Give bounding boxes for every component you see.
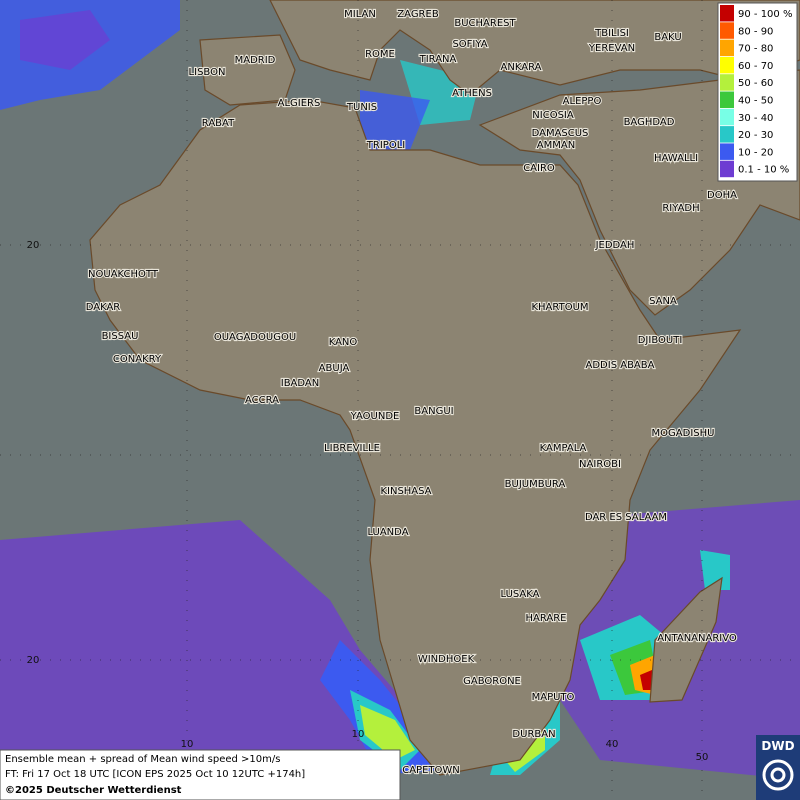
city-label: RIYADH [662,203,699,214]
city-label: LIBREVILLE [324,443,380,454]
city-label: ROME [365,49,395,60]
city-label: JEDDAH [595,240,635,251]
legend-label: 80 - 90 [738,26,773,37]
city-label: ALGIERS [278,98,321,109]
city-label: BANGUI [414,406,453,417]
legend-label: 10 - 20 [738,147,773,158]
city-label: KAMPALA [540,443,587,454]
legend-swatch [720,56,734,74]
grid-labels: 20 20 10 10 40 50 [27,240,709,763]
city-label: KANO [329,337,358,348]
legend-swatch [720,39,734,57]
footer-line: Ensemble mean + spread of Mean wind spee… [5,754,280,765]
legend-label: 60 - 70 [738,61,773,72]
city-label: ZAGREB [397,9,439,20]
city-label: CAIRO [523,163,555,174]
city-label: IBADAN [281,378,320,389]
city-label: BAGHDAD [624,117,675,128]
legend-label: 70 - 80 [738,44,773,55]
city-label: ATHENS [452,88,492,99]
city-label: MILAN [344,9,376,20]
city-label: DAKAR [86,302,121,313]
logo: DWD [756,735,800,800]
city-label: TUNIS [346,102,377,113]
city-label: MAPUTO [532,692,575,703]
city-label: MADRID [235,55,276,66]
city-label: KINSHASA [380,486,431,497]
city-label: HAWALLI [654,153,698,164]
city-label: KHARTOUM [531,302,588,313]
legend-swatch [720,126,734,143]
grid-label: 20 [27,240,40,251]
city-label: HARARE [525,613,566,624]
city-label: MOGADISHU [652,428,715,439]
legend-label: 90 - 100 % [738,9,792,20]
logo-text: DWD [761,739,794,753]
city-label: RABAT [202,118,235,129]
legend-label: 30 - 40 [738,113,773,124]
city-label: GABORONE [463,676,521,687]
city-label: CAPETOWN [402,765,460,776]
city-label: SANA [649,296,677,307]
grid-label: 10 [181,739,194,750]
city-label: LUANDA [367,527,408,538]
legend-label: 40 - 50 [738,96,773,107]
footer-box [0,749,401,800]
grid-label: 20 [27,655,40,666]
legend-swatch [720,5,734,22]
footer-line: ©2025 Deutscher Wetterdienst [5,785,182,796]
city-label: DAR ES SALAAM [585,512,667,523]
city-label: WINDHOEK [418,654,475,665]
legend-swatch [720,108,734,126]
logo-swirl [762,759,794,791]
grid-label: 40 [606,739,619,750]
city-label: BISSAU [102,331,139,342]
land [89,0,800,776]
grid-label: 10 [352,729,365,740]
legend-swatch [720,74,734,91]
legend-label: 0.1 - 10 % [738,165,789,176]
city-label: DURBAN [512,729,555,740]
city-label: BUJUMBURA [505,479,566,490]
legend: 90 - 100 % 80 - 90 70 - 80 60 - 70 50 - 60 40… [717,2,798,182]
city-labels: MILAN ZAGREB BUCHAREST TBILISI BAKU SOFIYA YER… [85,8,794,777]
city-label: NOUAKCHOTT [88,269,159,280]
city-label: NICOSIA [532,110,574,121]
city-label: YAOUNDE [350,411,400,422]
city-label: ADDIS ABABA [586,360,655,371]
city-label: ACCRA [245,395,279,406]
city-label: DAMASCUS [532,128,589,139]
legend-swatch [720,22,734,39]
city-label: CONAKRY [113,354,162,365]
city-label: LUSAKA [501,589,540,600]
legend-swatch [720,91,734,108]
city-label: SOFIYA [452,39,487,50]
city-label: TIRANA [419,54,457,65]
city-label: DOHA [707,190,737,201]
city-label: AMMAN [537,140,575,151]
grid-label: 50 [696,752,709,763]
city-label: DJIBOUTI [638,335,683,346]
footer-line: FT: Fri 17 Oct 18 UTC [ICON EPS 2025 Oct… [5,769,305,780]
city-label: LISBON [189,67,226,78]
city-label: TBILISI [594,28,629,39]
city-label: NAIROBI [579,459,621,470]
city-label: TRIPOLI [366,140,405,151]
legend-label: 20 - 30 [738,130,773,141]
city-label: ALEPPO [563,96,602,107]
legend-swatch [720,143,734,160]
legend-label: 50 - 60 [738,78,773,89]
legend-swatch [720,160,734,178]
city-label: BAKU [654,32,681,43]
city-label: ANKARA [501,62,542,73]
city-label: BUCHAREST [454,18,516,29]
footer: Ensemble mean + spread of Mean wind spee… [0,749,401,800]
city-label: ABUJA [319,363,350,374]
logo-swirl [770,767,786,783]
city-label: OUAGADOUGOU [214,332,296,343]
city-label: YEREVAN [588,43,635,54]
city-label: ANTANANARIVO [657,633,737,644]
